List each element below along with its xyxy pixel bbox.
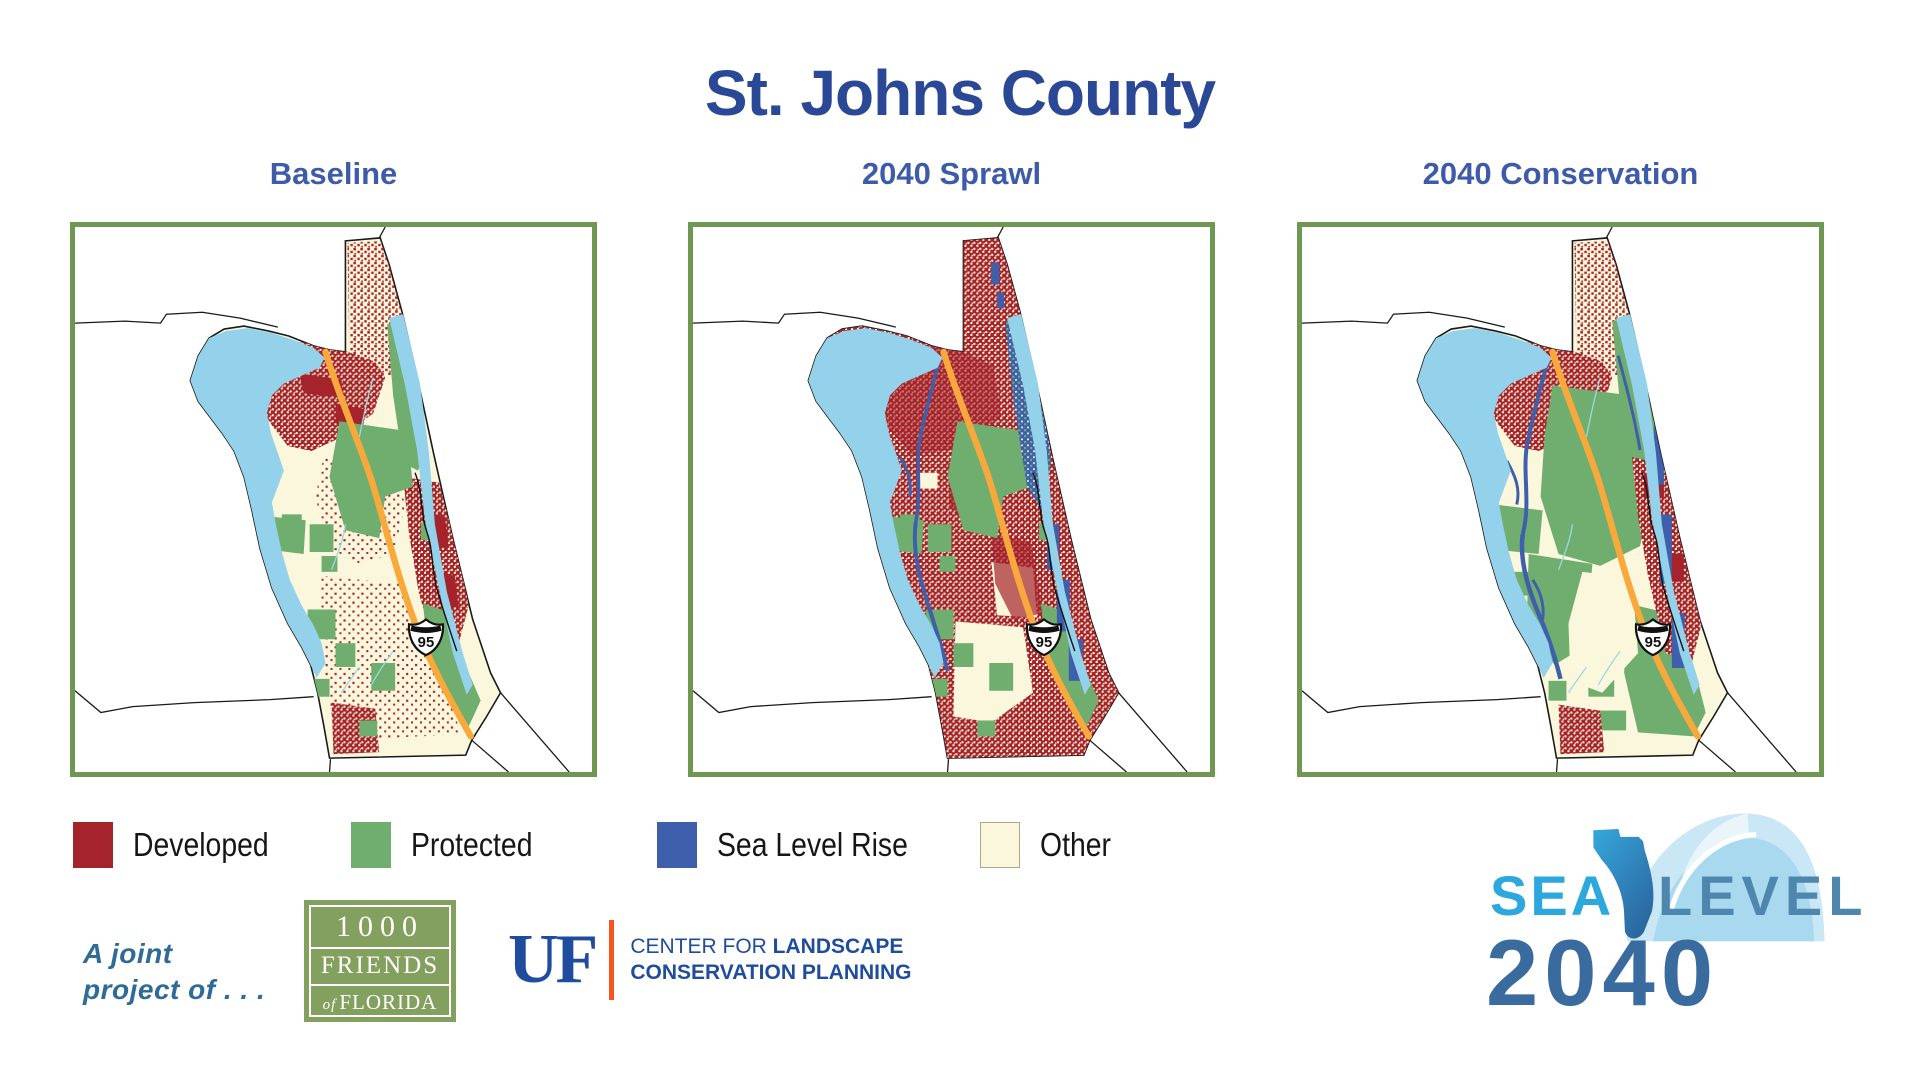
sprawl-map (693, 227, 1188, 772)
map-frame-baseline (70, 222, 597, 777)
uf-orange-divider (609, 920, 615, 1000)
year-2040-text: 2040 (1486, 920, 1720, 1025)
legend-swatch-other (980, 822, 1020, 868)
panel-label-baseline: Baseline (269, 156, 398, 191)
wave-icon (1626, 813, 1825, 942)
friends-logo-friends: FRIENDS (311, 949, 449, 986)
legend-item-developed: Developed (73, 822, 291, 868)
legend-label-developed: Developed (133, 826, 269, 863)
sea-level-rise-streams (898, 361, 950, 672)
sprawl-landcover (808, 237, 1119, 759)
joint-project-line1: A joint (83, 938, 173, 969)
florida-icon (1593, 829, 1654, 939)
legend-swatch-developed (73, 822, 113, 868)
legend-label-protected: Protected (411, 826, 533, 863)
joint-project-text: A joint project of . . . (83, 936, 265, 1009)
map-frame-2040-conservation (1297, 222, 1824, 777)
legend-swatch-protected (351, 822, 391, 868)
baseline-map (75, 227, 570, 772)
uf-center-logo: UF CENTER FOR LANDSCAPE CONSERVATION PLA… (508, 920, 912, 1000)
map-frame-2040-sprawl (688, 222, 1215, 777)
legend-label-sea-level-rise: Sea Level Rise (717, 826, 908, 863)
legend-swatch-sea-level-rise (657, 822, 697, 868)
legend-label-other: Other (1040, 826, 1111, 863)
legend-item-sea-level-rise: Sea Level Rise (657, 822, 939, 868)
uf-wordmark: UF (508, 921, 598, 998)
thousand-friends-of-florida-logo: 1000 FRIENDS of FLORIDA (304, 900, 456, 1022)
sea-text: SEA (1490, 864, 1615, 927)
friends-logo-florida: of FLORIDA (322, 989, 438, 1014)
panel-label-2040-sprawl: 2040 Sprawl (861, 156, 1042, 191)
friends-logo-of: of (322, 996, 337, 1013)
friends-logo-1000: 1000 (311, 908, 449, 949)
page-title: St. Johns County (704, 57, 1216, 129)
uf-center-name: CENTER FOR LANDSCAPE CONSERVATION PLANNI… (630, 934, 912, 984)
level-text: LEVEL (1658, 864, 1869, 927)
joint-project-line2: project of . . . (83, 974, 266, 1006)
legend-item-other: Other (980, 822, 1123, 868)
legend-item-protected: Protected (351, 822, 552, 868)
panel-label-2040-conservation: 2040 Conservation (1422, 156, 1699, 191)
conservation-map (1302, 227, 1797, 772)
sea-level-rise-streams (1505, 355, 1642, 680)
sea-level-2040-logo: SEA LEVEL 2040 (1460, 798, 1862, 1038)
